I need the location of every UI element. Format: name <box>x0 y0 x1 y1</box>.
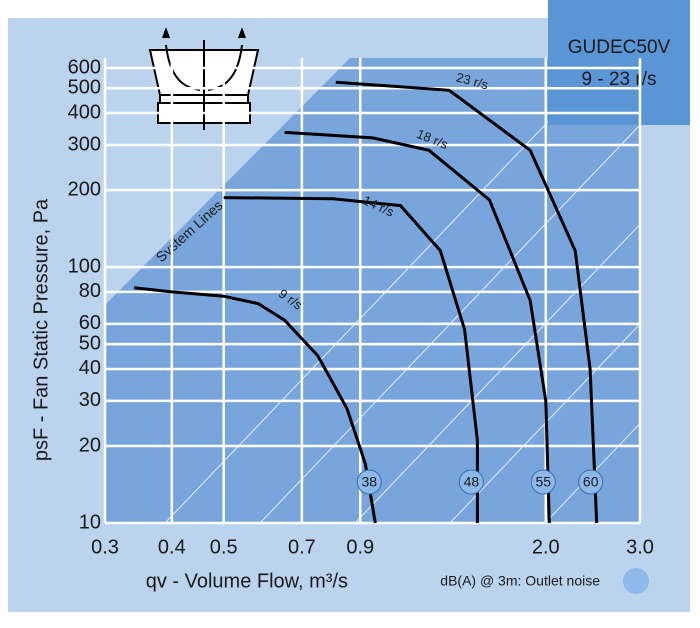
chart-title: GUDEC50V <box>568 37 671 58</box>
plot-area <box>105 18 700 524</box>
system-region <box>105 58 640 523</box>
noise-badge <box>356 469 382 495</box>
y-tick-label: 500 <box>68 77 101 99</box>
noise-label: 60 <box>583 474 599 490</box>
x-tick-label: 0.3 <box>91 536 119 558</box>
chart-subtitle: 9 - 23 r/s <box>582 69 657 90</box>
noise-label: 38 <box>361 474 377 490</box>
noise-badge <box>458 469 484 495</box>
y-tick-label: 30 <box>79 389 101 411</box>
title-box <box>548 0 690 125</box>
curve <box>284 130 551 524</box>
y-tick-label: 300 <box>68 133 101 155</box>
curve <box>335 80 599 524</box>
noise-label: 48 <box>464 474 480 490</box>
curve <box>133 286 377 524</box>
x-tick-label: 0.9 <box>346 536 374 558</box>
y-tick-label: 200 <box>68 178 101 200</box>
system-line <box>544 359 700 524</box>
noise-badge <box>530 469 556 495</box>
y-tick-label: 40 <box>79 357 101 379</box>
y-tick-label: 50 <box>79 332 101 354</box>
y-tick-label: 60 <box>79 312 101 334</box>
y-tick-label: 400 <box>68 101 101 123</box>
system-line <box>164 82 586 524</box>
clip-cover-right <box>640 58 690 523</box>
y-axis-label: psF - Fan Static Pressure, Pa <box>30 198 52 461</box>
curve <box>223 196 479 523</box>
legend-text: dB(A) @ 3m: Outlet noise <box>440 573 600 589</box>
legend-symbol <box>623 568 649 594</box>
system-line <box>354 160 700 524</box>
x-tick-label: 2.0 <box>532 536 560 558</box>
x-tick-label: 0.5 <box>210 536 238 558</box>
y-tick-label: 20 <box>79 434 101 456</box>
y-tick-label: 100 <box>68 255 101 277</box>
y-tick-label: 10 <box>79 511 101 533</box>
noise-label: 55 <box>535 474 551 490</box>
x-tick-label: 3.0 <box>626 536 654 558</box>
fan-icon <box>148 27 260 130</box>
system-line <box>259 82 681 524</box>
x-tick-label: 0.4 <box>158 536 186 558</box>
y-tick-label: 600 <box>68 56 101 78</box>
noise-badge <box>578 469 604 495</box>
x-axis-label: qv - Volume Flow, m³/s <box>146 570 348 592</box>
y-tick-label: 80 <box>79 280 101 302</box>
x-tick-label: 0.7 <box>288 536 316 558</box>
